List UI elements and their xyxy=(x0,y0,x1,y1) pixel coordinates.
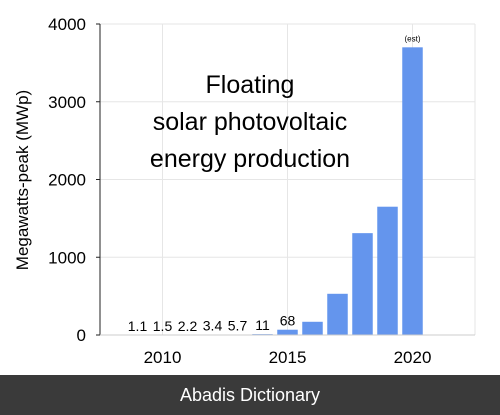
x-tick-label: 2020 xyxy=(394,348,432,367)
bar-2018 xyxy=(352,233,373,335)
data-labels: 1.1 1.5 2.2 3.4 5.7 11 68 (est) xyxy=(128,34,421,334)
y-tick-label: 1000 xyxy=(48,248,86,267)
chart-title-line: solar photovoltaic xyxy=(153,108,348,136)
chart: 0 1000 2000 3000 4000 2010 2015 2020 1.1 1.5 2.2 3… xyxy=(13,15,476,367)
bar-2017 xyxy=(327,293,348,335)
y-tick-label: 0 xyxy=(77,326,86,345)
x-tick-label: 2015 xyxy=(269,348,307,367)
footer-bar: Abadis Dictionary xyxy=(0,375,500,415)
data-label-2009: 1.1 xyxy=(128,318,148,334)
data-label-2020: (est) xyxy=(405,34,421,43)
bar-2020 xyxy=(402,47,423,335)
chart-title-line: energy production xyxy=(150,145,350,173)
chart-title-line: Floating xyxy=(206,71,295,99)
data-label-2014: 11 xyxy=(255,317,270,333)
x-tick-label: 2010 xyxy=(144,348,182,367)
y-tick-label: 3000 xyxy=(48,93,86,112)
bar-2015 xyxy=(277,329,298,335)
bar-2016 xyxy=(302,321,323,335)
y-tick-label: 2000 xyxy=(48,171,86,190)
data-label-2010: 1.5 xyxy=(153,318,173,334)
footer-text: Abadis Dictionary xyxy=(179,384,321,405)
data-label-2012: 3.4 xyxy=(203,318,223,334)
data-label-2015: 68 xyxy=(280,313,296,329)
bar-2019 xyxy=(377,206,398,335)
data-label-2011: 2.2 xyxy=(178,318,198,334)
bars xyxy=(127,47,423,336)
chart-title: Floating solar photovoltaic energy product… xyxy=(150,71,350,173)
tick-labels: 0 1000 2000 3000 4000 2010 2015 2020 xyxy=(48,15,431,367)
y-axis-label: Megawatts-peak (MWp) xyxy=(13,90,32,270)
y-tick-label: 4000 xyxy=(48,15,86,34)
data-label-2013: 5.7 xyxy=(228,318,248,334)
